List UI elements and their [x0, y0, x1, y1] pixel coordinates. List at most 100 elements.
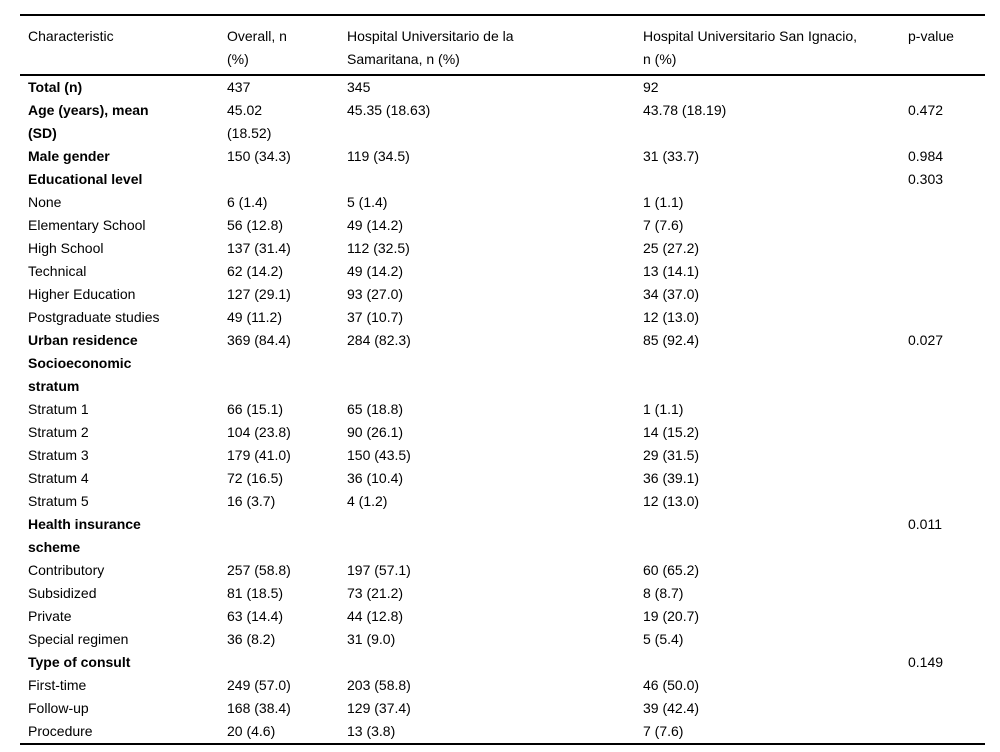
table-row: Health insurance scheme 0.011: [20, 513, 985, 559]
cell-overall: 66 (15.1): [227, 401, 284, 417]
cell-overall: 179 (41.0): [227, 447, 291, 463]
column-header-p-value: p-value: [908, 15, 985, 76]
cell-samaritana: 36 (10.4): [347, 470, 404, 486]
cell-overall: 36 (8.2): [227, 631, 276, 647]
cell-san-ignacio: 5 (5.4): [643, 631, 684, 647]
cell-characteristic: Stratum 3: [28, 447, 89, 463]
cell-samaritana: 119 (34.5): [347, 148, 410, 164]
table-row: Urban residence 369 (84.4) 284 (82.3) 85…: [20, 329, 985, 352]
table-row: Male gender 150 (34.3) 119 (34.5) 31 (33…: [20, 145, 985, 168]
cell-characteristic: Male gender: [28, 148, 110, 164]
cell-p-value: [908, 191, 985, 214]
table-row: None 6 (1.4) 5 (1.4) 1 (1.1): [20, 191, 985, 214]
cell-overall: 45.02 (18.52): [227, 102, 272, 141]
table-row: Educational level 0.303: [20, 168, 985, 191]
cell-san-ignacio: 1 (1.1): [643, 401, 684, 417]
cell-overall: 437: [227, 79, 251, 95]
cell-samaritana: [347, 168, 643, 191]
cell-characteristic: Educational level: [28, 171, 143, 187]
cell-san-ignacio: 31 (33.7): [643, 148, 700, 164]
table-row: Stratum 3 179 (41.0) 150 (43.5) 29 (31.5…: [20, 444, 985, 467]
table-row: Type of consult 0.149: [20, 651, 985, 674]
cell-characteristic: High School: [28, 240, 104, 256]
cell-overall: 16 (3.7): [227, 493, 276, 509]
cell-p-value: [908, 214, 985, 237]
cell-samaritana: 203 (58.8): [347, 677, 411, 693]
table-row: Age (years), mean (SD) 45.02 (18.52) 45.…: [20, 99, 985, 145]
cell-overall: 72 (16.5): [227, 470, 284, 486]
table-row: Total (n) 437 345 92: [20, 75, 985, 99]
cell-characteristic: Total (n): [28, 79, 83, 95]
characteristics-table-container: Characteristic Overall, n (%) Hospital U…: [20, 14, 985, 745]
cell-p-value: [908, 490, 985, 513]
cell-san-ignacio: 39 (42.4): [643, 700, 700, 716]
cell-san-ignacio: 7 (7.6): [643, 217, 684, 233]
cell-san-ignacio: 7 (7.6): [643, 723, 684, 739]
cell-characteristic: First-time: [28, 677, 87, 693]
cell-overall: 81 (18.5): [227, 585, 284, 601]
cell-overall: 150 (34.3): [227, 148, 291, 164]
cell-san-ignacio: 43.78 (18.19): [643, 102, 727, 118]
table-row: Subsidized 81 (18.5) 73 (21.2) 8 (8.7): [20, 582, 985, 605]
cell-samaritana: 150 (43.5): [347, 447, 411, 463]
cell-p-value: [908, 582, 985, 605]
cell-overall: 137 (31.4): [227, 240, 291, 256]
table-row: Private 63 (14.4) 44 (12.8) 19 (20.7): [20, 605, 985, 628]
cell-overall: 168 (38.4): [227, 700, 291, 716]
cell-overall: 56 (12.8): [227, 217, 284, 233]
cell-samaritana: [347, 513, 643, 559]
cell-characteristic: Stratum 4: [28, 470, 89, 486]
cell-samaritana: [347, 651, 643, 674]
cell-characteristic: Postgraduate studies: [28, 309, 160, 325]
table-row: Stratum 1 66 (15.1) 65 (18.8) 1 (1.1): [20, 398, 985, 421]
cell-p-value: 0.303: [908, 171, 944, 187]
cell-overall: 6 (1.4): [227, 194, 268, 210]
cell-overall: 369 (84.4): [227, 332, 291, 348]
table-row: Stratum 4 72 (16.5) 36 (10.4) 36 (39.1): [20, 467, 985, 490]
cell-samaritana: 45.35 (18.63): [347, 102, 431, 118]
cell-san-ignacio: 92: [643, 79, 659, 95]
cell-p-value: 0.472: [908, 102, 944, 118]
cell-characteristic: Urban residence: [28, 332, 138, 348]
cell-overall: 49 (11.2): [227, 309, 282, 325]
cell-samaritana: 49 (14.2): [347, 217, 404, 233]
cell-overall: [227, 651, 347, 674]
cell-samaritana: 65 (18.8): [347, 401, 404, 417]
cell-p-value: [908, 697, 985, 720]
cell-p-value: [908, 283, 985, 306]
cell-overall: [227, 168, 347, 191]
cell-samaritana: 13 (3.8): [347, 723, 396, 739]
cell-san-ignacio: 60 (65.2): [643, 562, 700, 578]
table-row: Technical 62 (14.2) 49 (14.2) 13 (14.1): [20, 260, 985, 283]
table-row: Higher Education 127 (29.1) 93 (27.0) 34…: [20, 283, 985, 306]
cell-p-value: [908, 421, 985, 444]
cell-p-value: [908, 398, 985, 421]
cell-p-value: 0.027: [908, 332, 944, 348]
column-header-samaritana: Hospital Universitario de la Samaritana,…: [347, 15, 643, 76]
table-row: Stratum 2 104 (23.8) 90 (26.1) 14 (15.2): [20, 421, 985, 444]
characteristics-table: Characteristic Overall, n (%) Hospital U…: [20, 14, 985, 745]
table-row: Postgraduate studies 49 (11.2) 37 (10.7)…: [20, 306, 985, 329]
cell-overall: [227, 513, 347, 559]
cell-san-ignacio: 34 (37.0): [643, 286, 700, 302]
cell-characteristic: Contributory: [28, 562, 105, 578]
table-row: Special regimen 36 (8.2) 31 (9.0) 5 (5.4…: [20, 628, 985, 651]
cell-overall: 127 (29.1): [227, 286, 291, 302]
cell-characteristic: Stratum 1: [28, 401, 89, 417]
cell-p-value: [908, 467, 985, 490]
cell-samaritana: 4 (1.2): [347, 493, 388, 509]
cell-samaritana: 5 (1.4): [347, 194, 388, 210]
cell-characteristic: Health insurance scheme: [28, 516, 141, 555]
cell-san-ignacio: 8 (8.7): [643, 585, 684, 601]
column-header-san-ignacio: Hospital Universitario San Ignacio, n (%…: [643, 15, 908, 76]
cell-characteristic: Stratum 2: [28, 424, 89, 440]
cell-p-value: [908, 674, 985, 697]
cell-samaritana: 73 (21.2): [347, 585, 404, 601]
cell-san-ignacio: 1 (1.1): [643, 194, 684, 210]
cell-characteristic: Technical: [28, 263, 87, 279]
cell-san-ignacio: [643, 168, 908, 191]
cell-samaritana: 345: [347, 79, 371, 95]
cell-san-ignacio: 13 (14.1): [643, 263, 700, 279]
cell-san-ignacio: 36 (39.1): [643, 470, 700, 486]
cell-characteristic: Special regimen: [28, 631, 129, 647]
